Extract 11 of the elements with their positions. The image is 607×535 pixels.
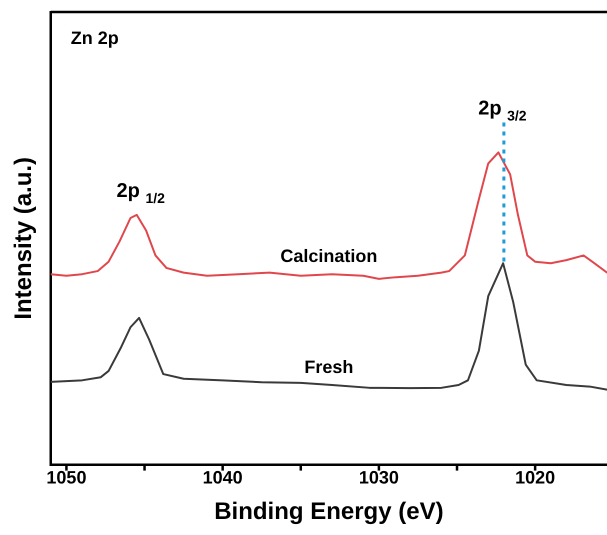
annotation: 2p 1/2 bbox=[116, 180, 166, 206]
x-tick-label: 1050 bbox=[46, 467, 86, 488]
y-axis-title: Intensity (a.u.) bbox=[10, 156, 38, 320]
series-label: Fresh bbox=[304, 356, 354, 377]
x-tick-label: 1020 bbox=[515, 467, 556, 488]
x-tick-label: 1030 bbox=[358, 467, 399, 488]
x-tick-label: 1040 bbox=[202, 467, 243, 488]
annotation: 2p 3/2 bbox=[478, 97, 527, 124]
x-axis-title: Binding Energy (eV) bbox=[214, 498, 444, 526]
text: Zn 2p bbox=[70, 28, 119, 48]
series-label: Calcination bbox=[280, 246, 378, 266]
